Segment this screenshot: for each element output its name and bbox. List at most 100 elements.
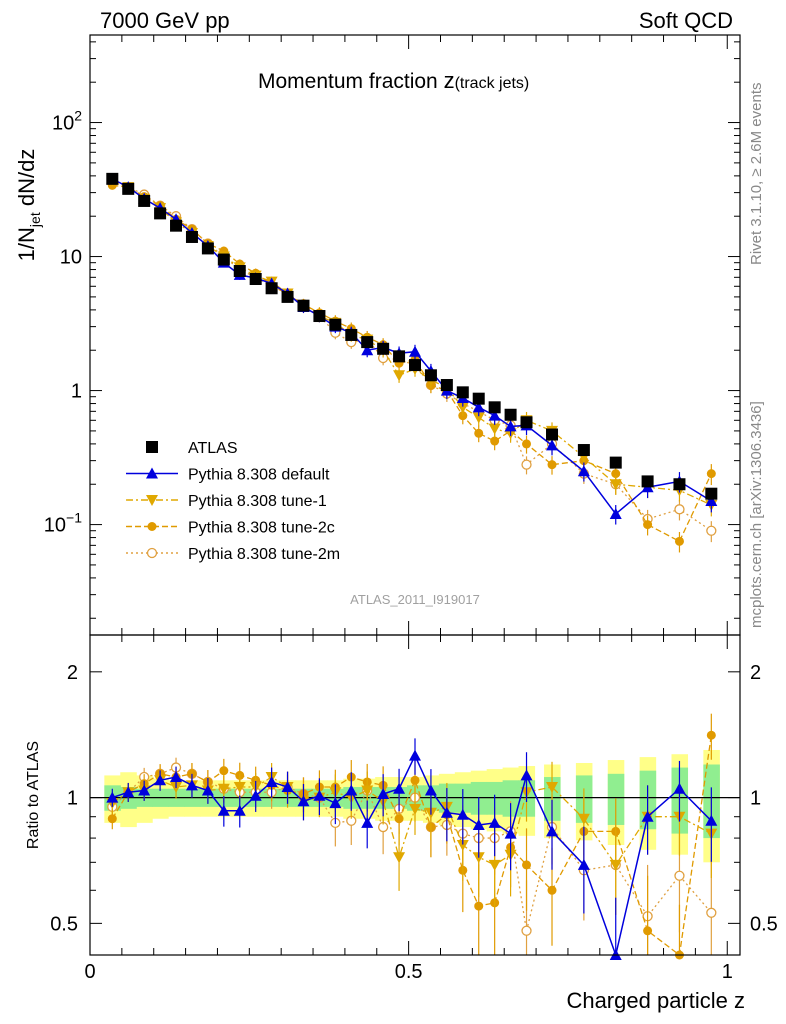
main-point-tune2c [547,460,557,470]
ratio-point-default [265,775,278,787]
main-point-atlas [456,386,469,399]
ratio-point-default [154,774,167,786]
ratio-point-tune1 [546,782,559,794]
main-point-atlas [122,182,135,195]
x-axis-label: Charged particle z [566,988,745,1013]
ratio-point-default [393,782,406,794]
main-point-atlas [281,290,294,303]
main-point-atlas [313,310,326,323]
main-y-tick-label: 102 [52,108,82,135]
main-series-group [106,172,718,553]
main-point-atlas [546,428,559,441]
ratio-point-tune2c [219,766,229,776]
ratio-point-default [409,749,421,761]
main-point-tune2c [611,469,621,479]
main-y-label-text: 1/Njet dN/dz [14,149,43,262]
ratio-point-tune1 [361,785,374,797]
main-point-tune1 [472,412,485,424]
ratio-point-default [705,814,718,826]
ratio-point-default [106,791,119,803]
main-point-tune2m [674,504,685,515]
ratio-point-tune2c [706,730,716,740]
ratio-axes-ticks: 0.5 0.5 1 1 2 2 0 0.5 1 [50,635,778,983]
ratio-point-tune2m [521,925,532,936]
plot-title-var: z [444,68,455,93]
main-point-atlas [393,350,406,363]
ratio-point-tune1 [488,859,501,871]
main-point-atlas [424,369,437,382]
ratio-y-tick-label: 1 [67,788,78,810]
header-left: 7000 GeV pp [100,8,230,33]
main-point-atlas [641,475,654,488]
plot-title-main: Momentum fraction [258,70,444,93]
main-point-default [705,494,718,506]
ratio-y-tick-label-right: 0.5 [750,913,778,935]
ratio-point-default [488,816,501,828]
ratio-band-inner [502,780,520,817]
header-right: Soft QCD [639,8,733,33]
ratio-point-default [520,769,533,781]
plot-title: Momentum fraction z(track jets) [258,68,529,93]
ratio-point-default [472,818,485,830]
legend-marker-tune2m [146,547,158,559]
legend-marker-tune1 [146,495,158,506]
main-point-tune2m [521,459,532,470]
ratio-point-tune2c [394,814,404,824]
main-point-atlas [249,273,262,286]
x-tick-label: 0.5 [395,961,423,983]
main-point-tune2c [706,469,716,479]
main-point-tune2m [706,525,717,536]
ratio-point-tune2m [706,907,717,918]
main-axes-ticks: 10−1 1 10 102 [44,35,740,635]
ratio-point-default [440,806,453,818]
main-point-atlas [170,219,183,232]
main-point-default [409,345,421,357]
main-point-atlas [577,444,590,457]
ratio-y-tick-label-right: 2 [750,662,761,684]
main-point-atlas [504,408,517,421]
ratio-point-tune2c [643,926,653,936]
ratio-point-default [170,771,183,783]
ratio-point-default [217,804,230,816]
main-point-tune2c [643,520,653,530]
ratio-line-tune2m [111,766,712,931]
ratio-point-tune1 [393,852,406,864]
main-point-tune1 [456,402,469,414]
main-point-default [609,507,622,519]
x-tick-label: 1 [722,961,733,983]
main-point-default [546,439,559,451]
legend-marker-default [146,467,158,479]
ratio-point-default [673,782,686,794]
ratio-plot-frame [89,634,741,956]
ratio-point-default [361,816,374,828]
ratio-point-tune1 [609,859,622,871]
ratio-point-default [233,804,246,816]
ratio-point-default [504,827,517,839]
main-point-default [472,401,485,413]
main-plot-frame [89,34,741,636]
main-point-tune1 [393,370,406,382]
main-point-tune2c [474,428,484,438]
main-point-tune2c [674,536,684,546]
ratio-point-default [138,784,151,796]
analysis-id: ATLAS_2011_I919017 [350,592,480,607]
legend-label-tune2c: Pythia 8.308 tune-2c [188,520,335,537]
main-point-tune2c [522,439,532,449]
ratio-point-tune2c [522,860,532,870]
rivet-label: Rivet 3.1.10, ≥ 2.6M events [748,83,765,266]
legend-label-atlas: ATLAS [188,440,238,457]
main-point-atlas [409,359,421,372]
ratio-y-tick-label-right: 1 [750,788,761,810]
ratio-point-default [456,808,469,820]
ratio-point-default [641,810,654,822]
ratio-y-tick-label: 0.5 [50,913,78,935]
main-point-atlas [185,230,198,243]
ratio-point-tune2c [410,775,420,785]
ratio-point-default [377,788,390,800]
main-y-tick-label: 10 [60,247,82,269]
mcplots-label: mcplots.cern.ch [arXiv:1306.3436] [748,401,765,628]
plot-title-sub: (track jets) [455,75,530,92]
main-point-atlas [265,282,278,295]
legend-marker-atlas [146,441,158,453]
